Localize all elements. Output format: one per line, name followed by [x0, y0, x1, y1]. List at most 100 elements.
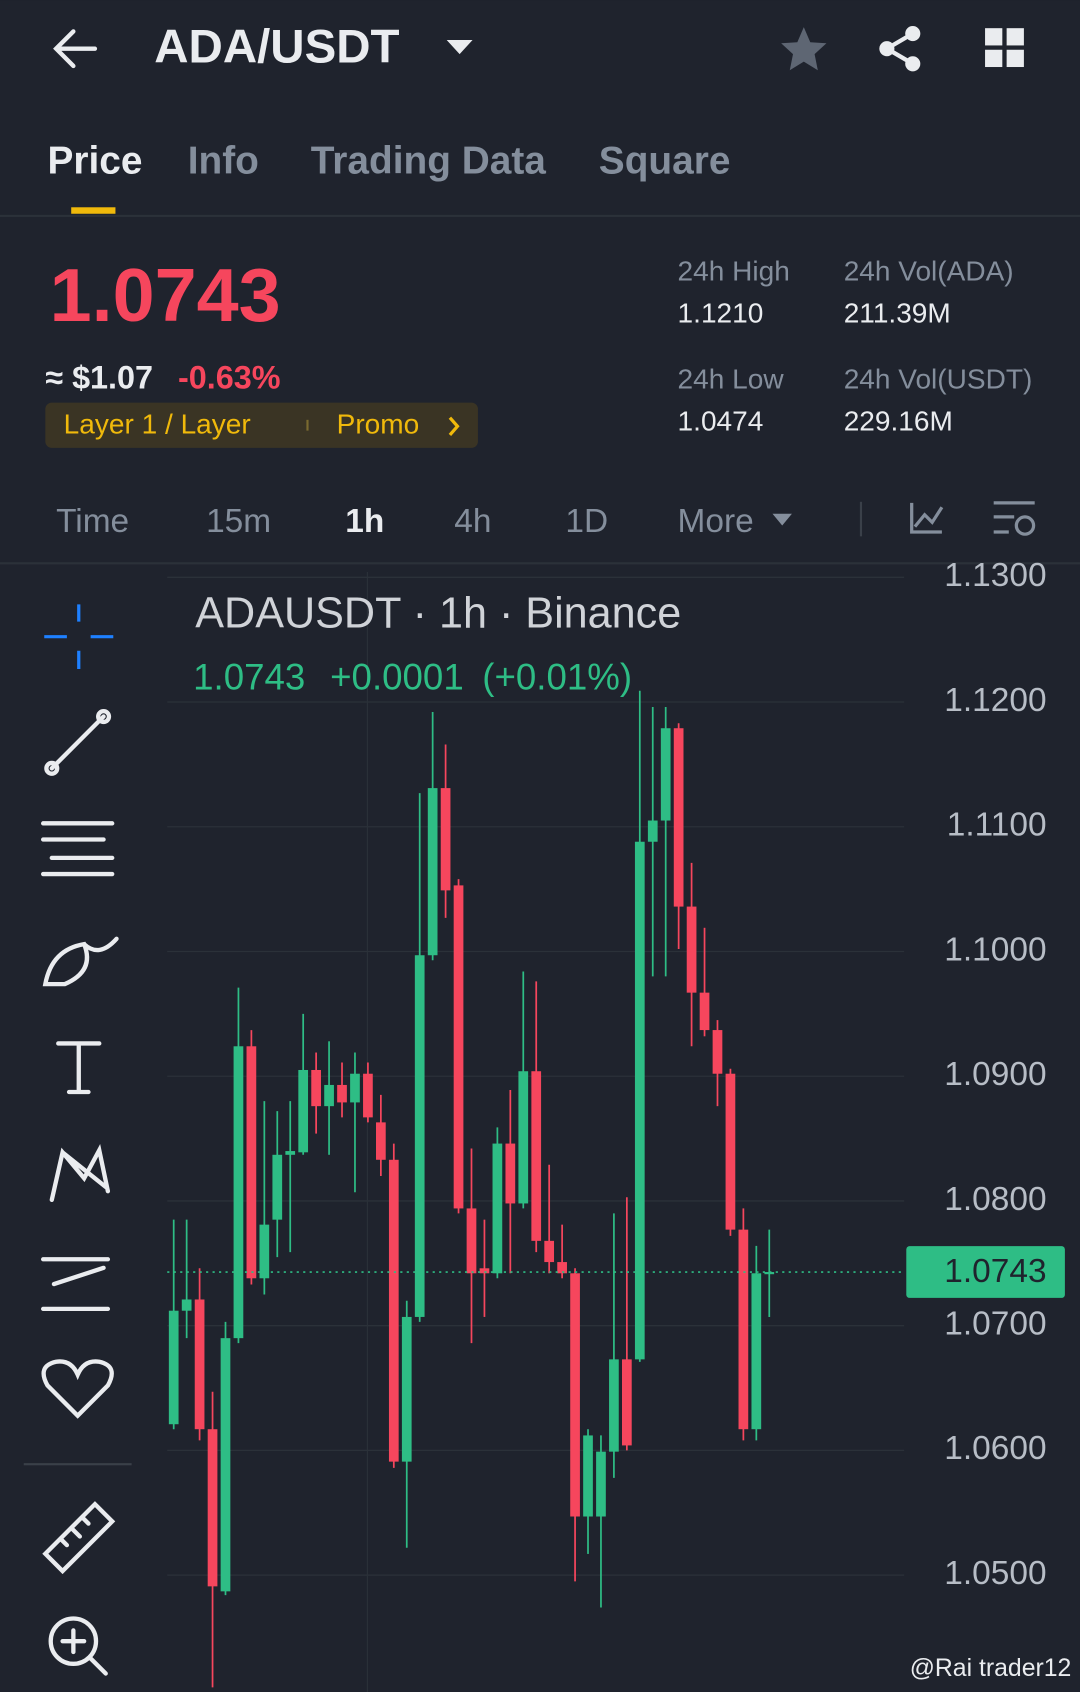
tag-box[interactable] [45, 402, 478, 448]
tab-price[interactable]: Price [47, 139, 142, 182]
tag[interactable]: Layer 1 / Layer [64, 409, 251, 440]
candle-body [453, 885, 464, 1209]
y-tick-label: 1.1200 [944, 682, 1046, 719]
candle-body [194, 1299, 205, 1430]
candle-body [492, 1143, 503, 1274]
candle-body [466, 1208, 477, 1274]
candle-body [609, 1359, 619, 1452]
pair-dropdown[interactable] [446, 40, 473, 55]
last-price-label: 1.0743 [944, 1253, 1046, 1290]
stat-value: 211.39M [844, 298, 951, 329]
candle-body [518, 1071, 529, 1204]
parallel-tool[interactable] [40, 821, 115, 877]
y-tick-label: 1.0800 [944, 1181, 1046, 1218]
interval-active[interactable]: 1h [345, 503, 384, 540]
candle-body [350, 1073, 360, 1103]
promo[interactable]: Promo [337, 409, 420, 440]
candle-body [246, 1046, 257, 1279]
usd-price: ≈ $1.07 [45, 359, 153, 395]
candle-body [699, 992, 710, 1031]
interval[interactable]: More [678, 503, 754, 540]
zoom-tool[interactable] [48, 1616, 99, 1666]
candle-body [233, 1046, 244, 1339]
candle-body [647, 820, 658, 842]
candle-body [596, 1451, 606, 1517]
fib-tool[interactable] [40, 1257, 111, 1312]
candle-body [311, 1069, 321, 1107]
pattern-tool[interactable] [49, 1144, 111, 1203]
y-tick-label: 1.0500 [944, 1555, 1046, 1592]
favorite-button[interactable] [781, 27, 827, 71]
candle-body [725, 1073, 736, 1230]
tab-indicator [71, 207, 116, 214]
candle-body [337, 1084, 347, 1103]
candle-body [570, 1273, 580, 1517]
tag-separator [306, 419, 309, 431]
last-price-box [906, 1246, 1065, 1298]
pair-title[interactable]: ADA/USDT [154, 20, 399, 73]
crosshair-tool[interactable] [44, 604, 114, 670]
menu-button[interactable] [985, 28, 1024, 68]
candle-body [583, 1435, 593, 1517]
candle-body [376, 1122, 386, 1160]
favorite-tool[interactable] [41, 1359, 114, 1419]
y-tick-label: 1.0600 [944, 1430, 1046, 1467]
candle-body [764, 1272, 775, 1275]
stat-value: 1.0474 [678, 405, 764, 436]
candle-body [401, 1316, 412, 1462]
share-button[interactable] [879, 26, 921, 72]
candle-body [660, 728, 671, 821]
tab-trading-data[interactable]: Trading Data [311, 139, 547, 182]
candle-body [285, 1151, 296, 1155]
legend-title: ADAUSDT · 1h · Binance [195, 590, 681, 638]
y-tick-label: 1.0700 [944, 1306, 1046, 1343]
candle-body [621, 1359, 632, 1446]
indicator-button[interactable] [910, 502, 944, 534]
candle-body [324, 1084, 334, 1107]
candle-body [220, 1338, 231, 1592]
watermark: @Rai trader12 [910, 1655, 1072, 1682]
price-change: -0.63% [178, 359, 281, 395]
candle-body [427, 788, 438, 956]
line-tool[interactable] [49, 714, 106, 771]
drawing-toolbar [23, 604, 132, 1676]
divider [0, 562, 1080, 565]
candle-body [181, 1299, 192, 1311]
back-button[interactable] [53, 29, 98, 69]
legend-change-pct: (+0.01%) [482, 657, 632, 698]
tab-info[interactable]: Info [188, 139, 259, 182]
y-tick-label: 1.1000 [944, 931, 1046, 968]
stat-value: 1.1210 [678, 298, 764, 329]
settings-button[interactable] [993, 501, 1036, 536]
y-tick-label: 1.0900 [944, 1056, 1046, 1093]
candle-body [544, 1240, 555, 1263]
candle-body [388, 1159, 399, 1462]
candle-body [557, 1262, 567, 1274]
candle-body [272, 1154, 283, 1220]
candle-body [479, 1268, 490, 1274]
candle-body [531, 1071, 542, 1241]
more-dropdown[interactable] [772, 513, 792, 526]
y-tick-label: 1.1300 [944, 557, 1046, 594]
interval[interactable]: 1D [565, 503, 608, 540]
stat-value: 229.16M [844, 405, 953, 436]
stat-label: 24h High [678, 255, 790, 286]
candle-body [712, 1030, 723, 1074]
candle-body [414, 955, 425, 1317]
interval[interactable]: 4h [454, 503, 491, 540]
y-tick-label: 1.1100 [947, 807, 1047, 844]
candle-body [686, 906, 697, 993]
interval[interactable]: Time [56, 503, 129, 540]
brush-tool[interactable] [42, 936, 119, 987]
ruler-tool[interactable] [42, 1501, 116, 1575]
text-tool[interactable] [56, 1041, 102, 1095]
interval[interactable]: 15m [206, 503, 271, 540]
candle-body [363, 1073, 373, 1118]
candle-body [505, 1143, 516, 1204]
candle-body [259, 1224, 270, 1279]
divider [0, 214, 1080, 217]
tab-square[interactable]: Square [599, 139, 731, 182]
promo-chevron [448, 416, 460, 436]
